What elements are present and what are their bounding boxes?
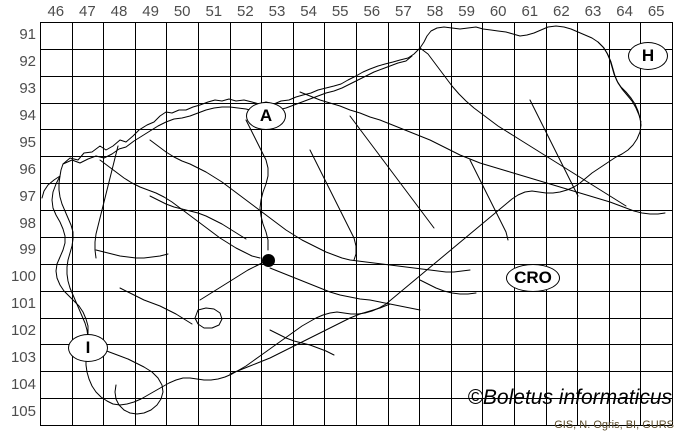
country-badge-cro: CRO bbox=[506, 264, 560, 292]
drava-river bbox=[299, 91, 619, 206]
row-axis-label: 91 bbox=[19, 26, 36, 44]
interior-stream-5 bbox=[529, 99, 579, 197]
vipava-river bbox=[95, 249, 169, 259]
column-axis-label: 61 bbox=[521, 3, 539, 20]
croatia-border-east bbox=[617, 204, 666, 215]
northern-frontier bbox=[62, 55, 413, 165]
interior-stream-6 bbox=[119, 287, 193, 325]
row-axis-label: 92 bbox=[19, 53, 36, 71]
italy-border bbox=[51, 175, 89, 341]
column-axis-label: 48 bbox=[110, 3, 128, 20]
column-axis-label: 50 bbox=[173, 3, 191, 20]
cerknica-lake-outline bbox=[194, 307, 223, 329]
row-axis-label: 104 bbox=[10, 375, 36, 393]
interior-stream-7 bbox=[269, 329, 335, 356]
column-axis-label: 47 bbox=[79, 3, 96, 20]
row-axis-label: 103 bbox=[10, 348, 36, 366]
row-axis-label: 98 bbox=[19, 214, 36, 232]
interior-stream-1 bbox=[245, 119, 269, 251]
column-axis-label: 59 bbox=[458, 3, 475, 20]
interior-stream-2 bbox=[349, 115, 435, 229]
column-axis-label: 46 bbox=[47, 3, 65, 20]
row-axis-label: 99 bbox=[19, 241, 36, 259]
row-axis-label: 105 bbox=[10, 402, 36, 420]
country-badge-a: A bbox=[246, 102, 286, 130]
column-axis-label: 64 bbox=[616, 3, 633, 20]
column-axis-label: 56 bbox=[363, 3, 381, 20]
column-axis-label: 52 bbox=[237, 3, 254, 20]
adriatic-coast bbox=[87, 341, 164, 415]
row-axis-label: 96 bbox=[19, 160, 36, 178]
savinja-river bbox=[309, 149, 357, 261]
soca-river bbox=[94, 145, 119, 259]
row-axis-label: 93 bbox=[19, 80, 36, 98]
occurrence-marker[interactable] bbox=[262, 254, 275, 267]
data-attribution: GIS, N. Ogris, BI, GURS bbox=[554, 419, 674, 431]
sava-river bbox=[149, 139, 471, 273]
interior-stream-4 bbox=[149, 195, 247, 240]
column-axis-label: 58 bbox=[426, 3, 444, 20]
column-axis-label: 57 bbox=[395, 3, 412, 20]
column-axis-label: 53 bbox=[268, 3, 286, 20]
column-axis-label: 65 bbox=[647, 3, 665, 20]
row-axis-label: 100 bbox=[10, 268, 36, 286]
ljubljanica-river bbox=[199, 261, 265, 301]
row-axis-label: 97 bbox=[19, 187, 36, 205]
copyright-notice: ©Boletus informaticus bbox=[467, 386, 672, 409]
interior-stream-8 bbox=[419, 279, 477, 295]
mura-river bbox=[419, 47, 627, 207]
row-axis-label: 101 bbox=[10, 295, 36, 313]
kolpa-river bbox=[229, 303, 391, 375]
column-axis-label: 54 bbox=[300, 3, 317, 20]
column-axis-label: 63 bbox=[584, 3, 602, 20]
column-axis-label: 49 bbox=[142, 3, 159, 20]
hungary-border bbox=[597, 41, 642, 123]
column-axis-label: 55 bbox=[331, 3, 349, 20]
row-axis-label: 94 bbox=[19, 107, 36, 125]
row-axis-label: 102 bbox=[10, 321, 36, 339]
row-axis-label: 95 bbox=[19, 133, 36, 151]
country-badge-i: I bbox=[68, 334, 108, 362]
column-axis-label: 62 bbox=[553, 3, 570, 20]
austria-border-west bbox=[41, 175, 61, 199]
column-axis-label: 51 bbox=[205, 3, 223, 20]
country-badge-h: H bbox=[628, 42, 668, 70]
krka-river bbox=[269, 267, 421, 311]
interior-stream-3 bbox=[469, 159, 509, 241]
slovenia-border bbox=[58, 25, 642, 406]
column-axis-label: 60 bbox=[489, 3, 507, 20]
